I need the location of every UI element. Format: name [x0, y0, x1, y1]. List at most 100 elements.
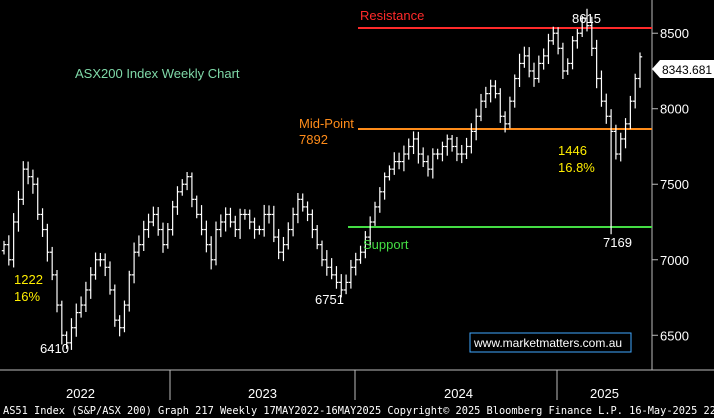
ohlc-bar	[127, 270, 132, 312]
ohlc-bar	[445, 134, 450, 156]
ohlc-bar	[233, 215, 238, 237]
last-value-tag: 8343.681	[662, 63, 712, 77]
ohlc-bar	[367, 216, 373, 246]
ohlc-bar	[319, 240, 325, 267]
ohlc-bar	[290, 207, 296, 237]
ohlc-bar	[478, 93, 484, 122]
annotation-2022-low: 6410	[40, 341, 69, 356]
ohlc-bar	[628, 95, 633, 130]
ohlc-bar	[464, 137, 469, 160]
ohlc-bar	[242, 209, 248, 220]
annotation-2025-drop-pct: 16.8%	[558, 160, 595, 175]
ohlc-bar	[252, 217, 257, 239]
ohlc-bar	[575, 28, 580, 49]
annotation-2025-low: 7169	[603, 235, 632, 250]
ohlc-bar	[184, 172, 190, 191]
ohlc-bar	[372, 201, 378, 226]
ohlc-bar	[276, 228, 281, 260]
ohlc-bar	[579, 15, 585, 37]
ohlc-bar	[78, 296, 84, 318]
ohlc-bar	[54, 270, 60, 313]
ohlc-bar	[45, 223, 50, 262]
ohlc-bar	[314, 225, 320, 250]
ohlc-bar	[59, 300, 65, 345]
ohlc-bar	[396, 152, 402, 170]
ohlc-bar	[6, 235, 12, 266]
ohlc-bar	[122, 300, 127, 333]
ohlc-bar	[502, 111, 508, 133]
support-label: Support	[363, 237, 409, 252]
ohlc-bar	[416, 131, 421, 164]
ohlc-bar	[281, 236, 286, 262]
ohlc-bar	[604, 93, 609, 124]
midpoint-value-label: 7892	[299, 132, 328, 147]
ohlc-bar	[517, 53, 522, 87]
ohlc-bar	[589, 16, 595, 57]
ohlc-bar	[473, 108, 479, 141]
ohlc-bar	[1, 240, 7, 255]
ohlc-bar	[117, 315, 122, 337]
ohlc-bar	[170, 200, 175, 236]
ohlc-bar	[358, 245, 363, 264]
ohlc-bar	[411, 131, 416, 155]
ohlc-bar	[420, 147, 426, 168]
ohlc-bar	[160, 222, 166, 253]
ohlc-bar	[247, 209, 252, 230]
year-tick-label: 2024	[444, 386, 473, 401]
ohlc-bar	[194, 195, 199, 219]
ohlc-bar	[440, 141, 445, 162]
ohlc-bar	[102, 253, 108, 277]
ohlc-bar	[83, 281, 89, 313]
ohlc-bar	[608, 109, 614, 235]
ohlc-bar	[271, 205, 277, 243]
time-axis-ticks: 2022 2023 2024 2025	[66, 370, 619, 401]
ohlc-bar	[488, 79, 493, 103]
ohlc-bar	[310, 209, 315, 239]
ohlc-bar	[49, 246, 55, 281]
ohlc-bar	[25, 161, 31, 185]
ohlc-bar	[228, 207, 233, 228]
price-tick-label: 7500	[660, 177, 689, 192]
ohlc-bar	[387, 165, 392, 181]
ohlc-bar	[382, 172, 387, 200]
ohlc-bar	[180, 179, 185, 196]
price-tick-label: 8500	[660, 26, 689, 41]
price-tick-label: 8000	[660, 102, 689, 117]
ohlc-bar	[536, 55, 542, 83]
ohlc-bar	[430, 148, 436, 179]
ohlc-bar	[286, 222, 291, 250]
ohlc-bar	[507, 96, 513, 129]
ohlc-bar	[618, 132, 623, 162]
ohlc-bar	[35, 177, 40, 220]
annotation-2022-drop-points: 1222	[14, 272, 43, 287]
ohlc-bar	[324, 250, 330, 276]
ohlc-bar	[570, 36, 575, 70]
ohlc-bar	[363, 231, 368, 259]
price-tick-label: 7000	[660, 253, 689, 268]
ohlc-bar	[329, 258, 334, 280]
ohlc-bar	[64, 331, 69, 349]
ohlc-bar	[295, 193, 301, 224]
ohlc-bar	[348, 259, 354, 289]
ohlc-bar	[459, 144, 464, 164]
ohlc-bar	[469, 123, 474, 154]
resistance-label: Resistance	[360, 8, 424, 23]
ohlc-bar	[208, 236, 214, 270]
annotation-2023-low: 6751	[315, 292, 344, 307]
ohlc-bar	[637, 52, 643, 88]
ohlc-bar	[237, 208, 243, 239]
ohlc-bar	[551, 26, 556, 45]
year-tick-label: 2022	[66, 386, 95, 401]
price-tick-label: 6500	[660, 328, 689, 343]
ohlc-bar	[512, 74, 517, 108]
ohlc-bar	[401, 145, 407, 172]
price-axis-ticks: 6500 7000 7500 8000 8500	[652, 26, 689, 343]
last-value-tag-shape	[652, 60, 714, 78]
ohlc-bar	[493, 80, 498, 99]
footer-source: AS51 Index (S&P/ASX 200) Graph 217 Weekl…	[3, 405, 714, 417]
ohlc-bar	[541, 48, 546, 70]
ohlc-bar	[565, 58, 570, 75]
ohlc-bar	[112, 284, 118, 327]
ohlc-bar	[213, 221, 219, 266]
